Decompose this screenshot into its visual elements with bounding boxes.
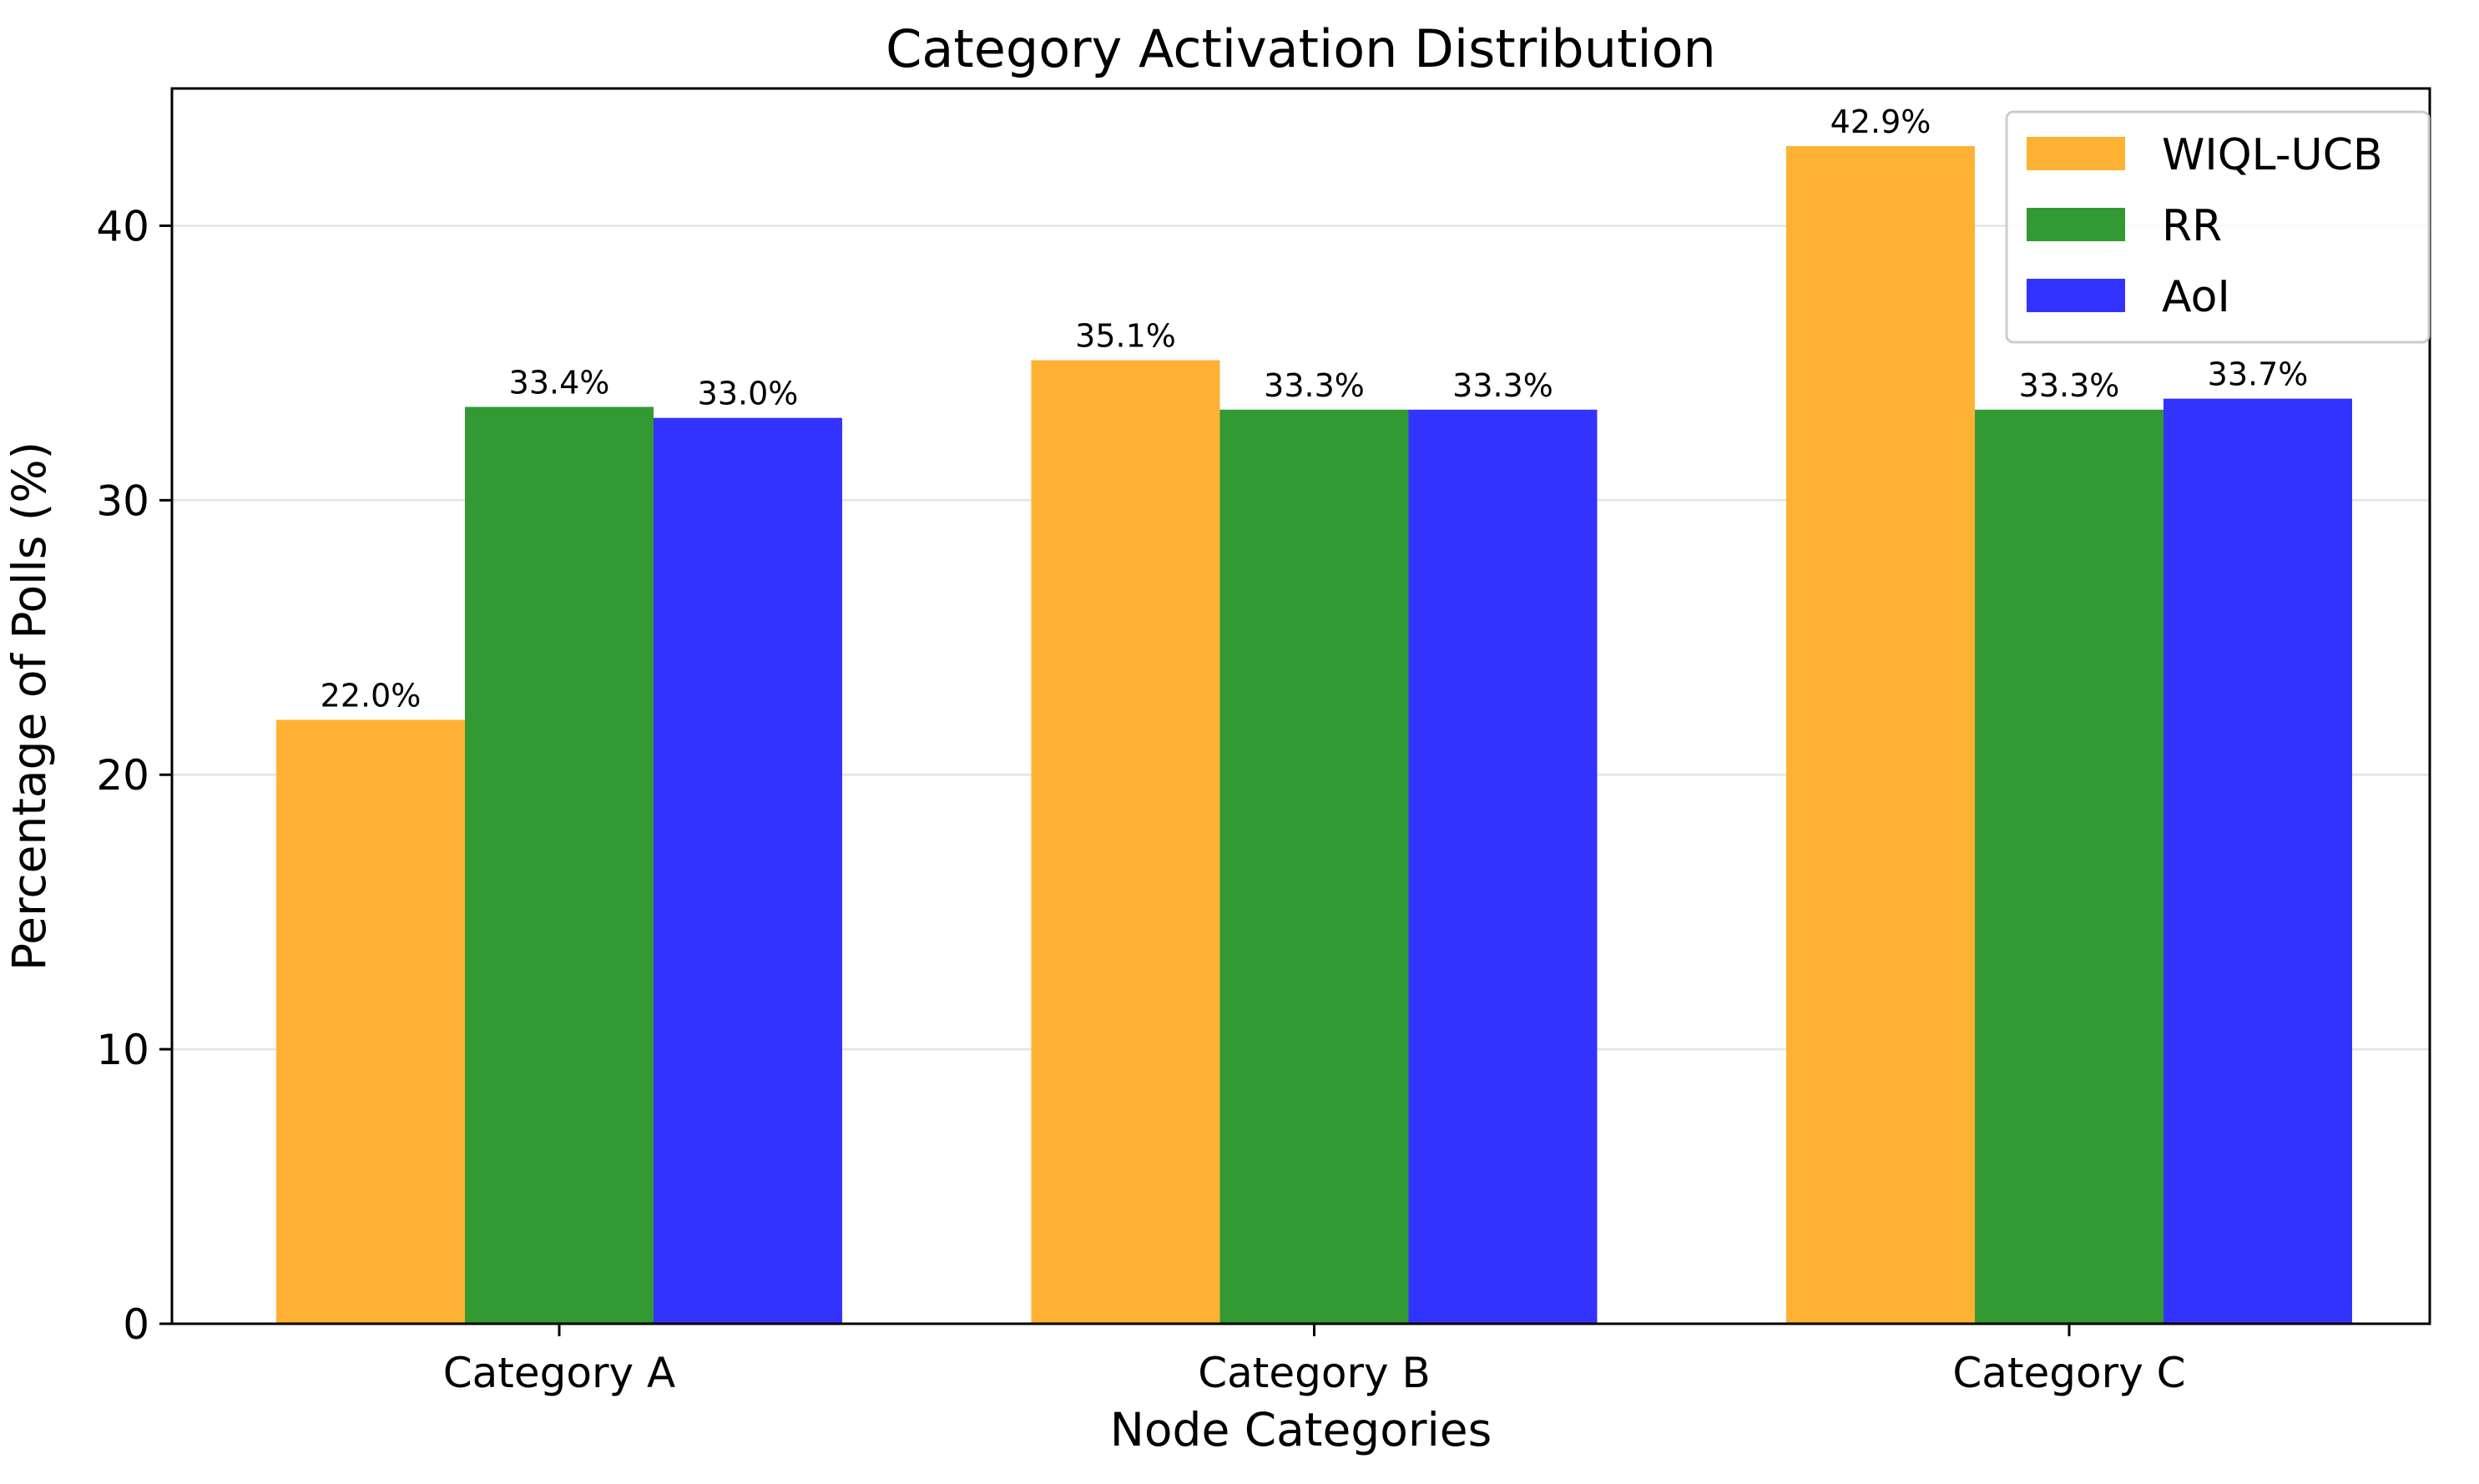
bar-value-label: 33.7%	[2208, 356, 2309, 393]
legend-swatch	[2027, 208, 2125, 241]
bar-value-label: 33.0%	[698, 376, 799, 412]
bar-wiql-ucb	[1786, 146, 1975, 1325]
y-tick-label: 40	[96, 202, 149, 250]
legend-swatch	[2027, 279, 2125, 312]
x-tick-label: Category C	[1952, 1349, 2185, 1397]
bar-rr	[465, 406, 654, 1324]
bar-aoi	[654, 417, 842, 1325]
bar-rr	[1219, 409, 1409, 1324]
y-tick-label: 30	[96, 477, 149, 525]
bars	[276, 146, 2352, 1325]
chart-title: Category Activation Distribution	[886, 18, 1716, 79]
y-axis-label: Percentage of Polls (%)	[3, 442, 56, 971]
y-tick-label: 0	[123, 1300, 149, 1349]
legend-label: WIQL-UCB	[2162, 130, 2383, 180]
legend-label: RR	[2162, 201, 2222, 251]
plot-frame	[170, 87, 2431, 1325]
bar-value-label: 42.9%	[1830, 103, 1931, 140]
bar-rr	[1975, 409, 2163, 1324]
bar-value-label: 33.3%	[2019, 367, 2120, 404]
y-tick-label: 20	[96, 751, 149, 800]
bar-value-labels: 22.0% 33.4% 33.0% 35.1% 33.3% 33.3% 42.9% 33.3%…	[321, 103, 2309, 714]
bar-aoi	[1408, 409, 1598, 1324]
bar-wiql-ucb	[276, 719, 465, 1324]
bar-value-label: 33.4%	[509, 365, 610, 401]
legend-swatch	[2027, 137, 2125, 170]
bar-value-label: 35.1%	[1075, 318, 1176, 355]
x-axis-label: Node Categories	[1110, 1403, 1492, 1456]
y-tick-label: 10	[96, 1026, 149, 1074]
bar-aoi	[2163, 398, 2352, 1325]
bar-wiql-ucb	[1031, 360, 1220, 1325]
x-tick-label: Category B	[1198, 1349, 1431, 1397]
bar-value-label: 22.0%	[321, 677, 422, 714]
x-axis-ticks: Category A Category B Category C	[443, 1324, 2186, 1397]
bar-value-label: 33.3%	[1452, 367, 1553, 404]
legend-label: AoI	[2162, 272, 2230, 322]
legend: WIQL-UCB RR AoI	[2005, 110, 2431, 344]
x-tick-label: Category A	[443, 1349, 676, 1397]
y-axis-ticks: 0 10 20 30 40	[96, 202, 172, 1349]
bar-value-label: 33.3%	[1264, 367, 1365, 404]
